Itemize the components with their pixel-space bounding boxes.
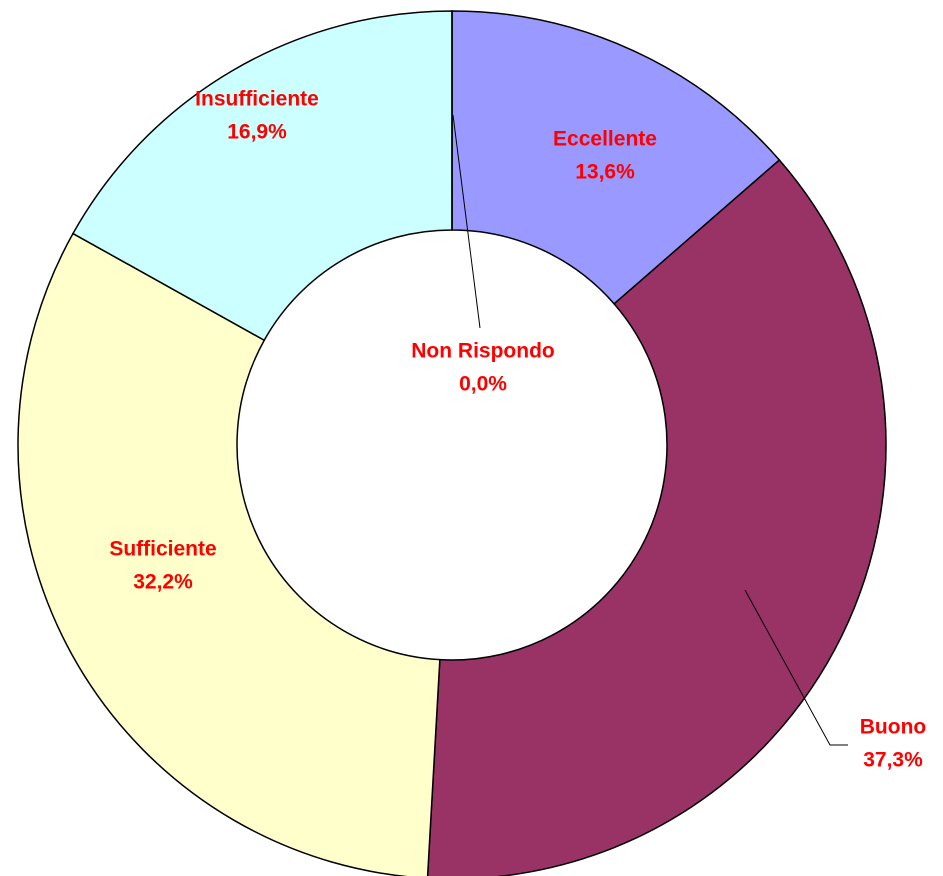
slice-value-label: 16,9% [227, 121, 287, 144]
slice-label: Sufficiente [109, 538, 216, 561]
donut-slice [71, 10, 453, 342]
slice-label: Insufficiente [195, 88, 319, 111]
slice-value-label: 0,0% [459, 373, 507, 396]
slice-label: Non Rispondo [411, 340, 554, 363]
slice-value-label: 32,2% [133, 571, 193, 594]
slice-label: Eccellente [553, 128, 657, 151]
leader-line [744, 589, 848, 746]
leader-line [452, 114, 481, 329]
donut-slice [17, 232, 441, 876]
slice-value-label: 13,6% [575, 161, 635, 184]
slice-value-label: 37,3% [863, 749, 923, 772]
slice-label: Buono [860, 716, 926, 739]
donut-slice [426, 158, 887, 876]
